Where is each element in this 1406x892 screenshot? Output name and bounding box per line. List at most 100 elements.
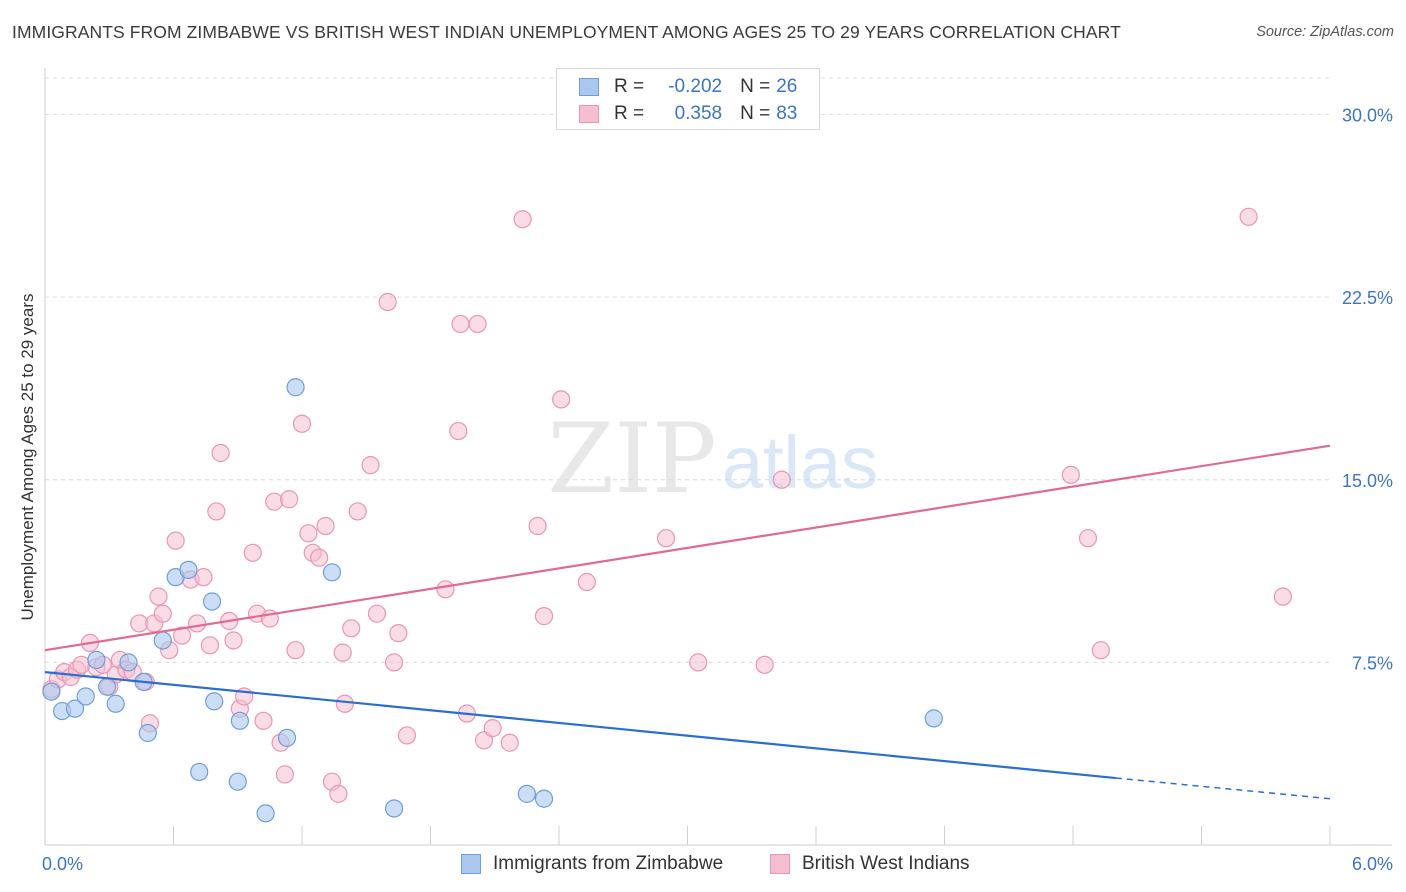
zimbabwe-r-label: R = — [614, 76, 645, 97]
bwi-point — [755, 655, 774, 674]
bwi-point — [316, 516, 335, 536]
bwi-point — [1239, 207, 1258, 226]
zimbabwe-point — [228, 772, 247, 791]
bwi-point — [292, 414, 312, 433]
bwi-point — [513, 210, 532, 229]
bwi-point — [166, 531, 185, 550]
bwi-point — [72, 655, 91, 674]
bwi-point — [286, 641, 305, 660]
bwi-point — [451, 314, 470, 334]
trend-lines — [44, 444, 1331, 800]
bwi-point — [310, 548, 329, 567]
bwi-point — [275, 765, 294, 784]
bwi-trend-line — [44, 444, 1331, 652]
zimbabwe-point — [42, 682, 61, 701]
bwi-point — [552, 390, 571, 409]
zimbabwe-point — [277, 728, 297, 747]
y-tick-label: 15.0% — [1342, 471, 1393, 491]
bwi-point — [534, 607, 554, 626]
bwi-point — [348, 502, 367, 521]
axes — [44, 68, 1392, 846]
legend-item-bwi[interactable]: British West Indians — [770, 852, 970, 876]
zimbabwe-point — [119, 653, 138, 672]
bwi-point — [1061, 465, 1080, 484]
zimbabwe-point — [322, 563, 342, 582]
y-tick-label: 22.5% — [1342, 288, 1393, 308]
bwi-stats-row: R = 0.358 N = 83 — [579, 102, 798, 126]
bwi-point — [656, 529, 676, 548]
zimbabwe-point — [230, 711, 249, 730]
bwi-point — [254, 711, 273, 730]
zimbabwe-trend-line — [44, 671, 1116, 780]
bwi-point — [449, 421, 468, 441]
bwi-point — [361, 456, 380, 475]
bwi-point — [333, 643, 352, 662]
bwi-swatch — [579, 105, 599, 123]
bwi-point — [207, 502, 226, 521]
bwi-point — [211, 443, 230, 463]
bwi-point — [772, 470, 791, 489]
zimbabwe-legend-label: Immigrants from Zimbabwe — [493, 853, 724, 874]
bwi-point — [194, 568, 213, 587]
zimbabwe-point — [202, 592, 222, 611]
zimbabwe-point — [286, 378, 305, 397]
bwi-points — [42, 207, 1292, 803]
bwi-n-value: 83 — [776, 103, 798, 124]
bwi-point — [397, 726, 417, 745]
legend-item-zimbabwe[interactable]: Immigrants from Zimbabwe — [461, 852, 723, 876]
watermark-zip: ZIP — [547, 403, 716, 515]
bwi-point — [378, 292, 397, 312]
zimbabwe-point — [87, 650, 106, 670]
bwi-point — [468, 314, 487, 334]
bwi-point — [689, 653, 708, 672]
zimbabwe-point — [190, 762, 209, 782]
zimbabwe-point — [153, 631, 172, 650]
bwi-point — [299, 524, 318, 543]
bwi-point — [224, 631, 243, 650]
bwi-point — [483, 719, 502, 738]
zimbabwe-stats-row: R = -0.202 N = 26 — [579, 75, 798, 99]
bwi-point — [367, 604, 387, 623]
bwi-point — [1078, 529, 1098, 548]
bwi-point — [1273, 587, 1292, 606]
zimbabwe-r-value: -0.202 — [668, 76, 723, 97]
x-tick-label: 0.0% — [42, 854, 83, 874]
chart-title: IMMIGRANTS FROM ZIMBABWE VS BRITISH WEST… — [12, 22, 1121, 42]
source-credit: Source: ZipAtlas.com — [1256, 24, 1394, 40]
zimbabwe-swatch — [579, 78, 599, 96]
bwi-point — [528, 516, 547, 536]
y-axis-label: Unemployment Among Ages 25 to 29 years — [18, 293, 37, 621]
watermark: ZIP atlas — [547, 403, 878, 515]
zimbabwe-point — [179, 560, 198, 579]
zimbabwe-point — [924, 709, 943, 728]
bwi-point — [329, 784, 348, 803]
y-tick-label: 7.5% — [1352, 653, 1393, 673]
bwi-n-label: N = — [740, 103, 771, 124]
bwi-point — [280, 490, 299, 509]
watermark-atlas: atlas — [722, 421, 878, 504]
zimbabwe-n-value: 26 — [776, 76, 798, 97]
bwi-point — [243, 543, 262, 562]
gridlines — [45, 77, 1330, 663]
zimbabwe-point — [256, 804, 275, 823]
bwi-point — [1091, 641, 1110, 660]
bwi-r-label: R = — [614, 103, 645, 124]
zimbabwe-point — [205, 692, 224, 711]
bwi-point — [265, 492, 284, 511]
zimbabwe-point — [65, 699, 85, 718]
bwi-r-value: 0.358 — [674, 103, 723, 124]
bwi-point — [500, 733, 519, 752]
x-tick-label: 6.0% — [1352, 854, 1393, 874]
zimbabwe-n-label: N = — [740, 76, 771, 97]
zimbabwe-point — [534, 789, 554, 808]
correlation-stats-box: R = -0.202 N = 26 R = 0.358 N = 83 — [556, 68, 820, 130]
zimbabwe-point — [138, 723, 157, 743]
bwi-point — [389, 624, 408, 643]
bwi-point — [187, 614, 207, 633]
zimbabwe-point — [98, 677, 117, 696]
bwi-legend-label: British West Indians — [802, 853, 970, 874]
bwi-point — [436, 580, 455, 599]
zimbabwe-point — [384, 799, 404, 818]
x-tick-labels: 0.0% 6.0% — [42, 854, 1393, 874]
